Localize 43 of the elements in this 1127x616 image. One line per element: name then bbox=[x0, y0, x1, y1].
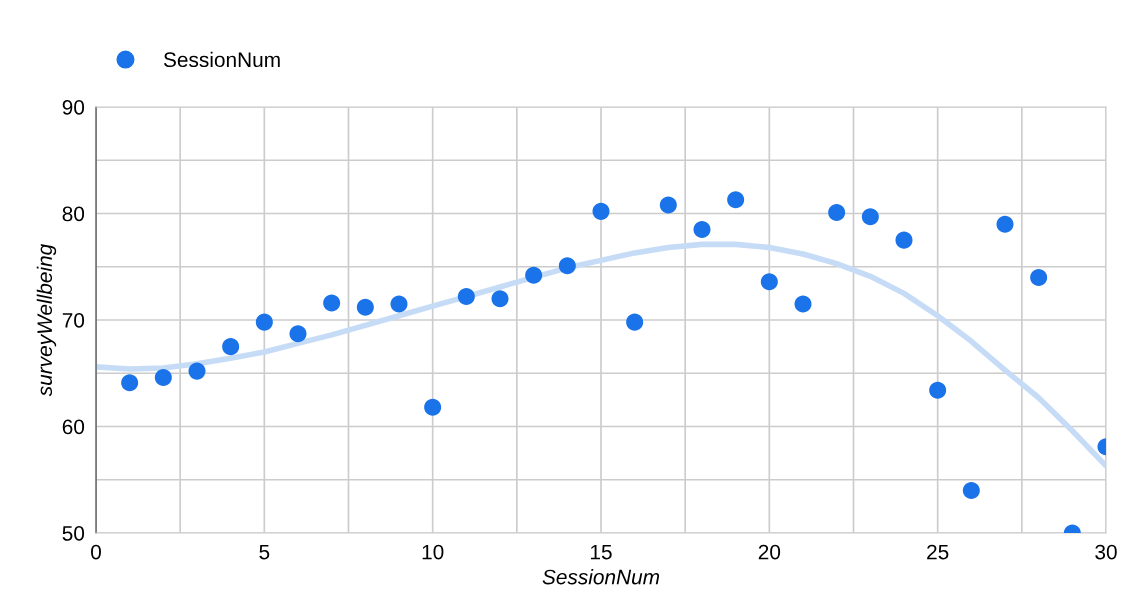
point bbox=[962, 481, 980, 499]
point bbox=[760, 273, 778, 291]
point bbox=[1030, 268, 1048, 286]
point bbox=[491, 290, 509, 308]
point bbox=[659, 196, 677, 214]
y-axis-title: surveyWellbeing bbox=[36, 243, 57, 397]
point bbox=[996, 215, 1014, 233]
point bbox=[255, 313, 273, 331]
x-tick-label: 20 bbox=[758, 544, 781, 560]
x-tick-label: 5 bbox=[259, 544, 270, 560]
point bbox=[861, 208, 879, 226]
x-tick-label: 25 bbox=[927, 544, 949, 560]
y-tick-label: 70 bbox=[62, 313, 85, 328]
point bbox=[154, 369, 172, 387]
y-tick-label: 50 bbox=[62, 526, 85, 541]
point bbox=[895, 231, 913, 249]
point bbox=[794, 295, 812, 313]
y-tick-label: 80 bbox=[62, 206, 85, 222]
point bbox=[222, 338, 240, 356]
legend-label: SessionNum bbox=[163, 51, 280, 68]
point bbox=[525, 266, 543, 284]
point bbox=[424, 398, 442, 416]
point bbox=[289, 325, 307, 343]
x-tick-label: 0 bbox=[91, 544, 101, 560]
point bbox=[457, 288, 475, 306]
point bbox=[356, 298, 374, 316]
point bbox=[929, 381, 947, 399]
point bbox=[121, 374, 139, 392]
point bbox=[592, 202, 610, 220]
point bbox=[188, 362, 206, 380]
point bbox=[828, 203, 846, 221]
x-tick-label: 30 bbox=[1095, 544, 1117, 560]
x-tick-label: 15 bbox=[591, 544, 612, 560]
point bbox=[693, 220, 711, 238]
point bbox=[323, 294, 341, 312]
point bbox=[727, 191, 745, 209]
y-tick-label: 90 bbox=[62, 100, 85, 115]
y-tick-label: 60 bbox=[62, 419, 85, 435]
point bbox=[390, 295, 408, 313]
x-axis-title: SessionNum bbox=[542, 569, 660, 585]
x-tick-label: 10 bbox=[422, 544, 444, 560]
point bbox=[626, 313, 644, 331]
point bbox=[558, 257, 576, 275]
